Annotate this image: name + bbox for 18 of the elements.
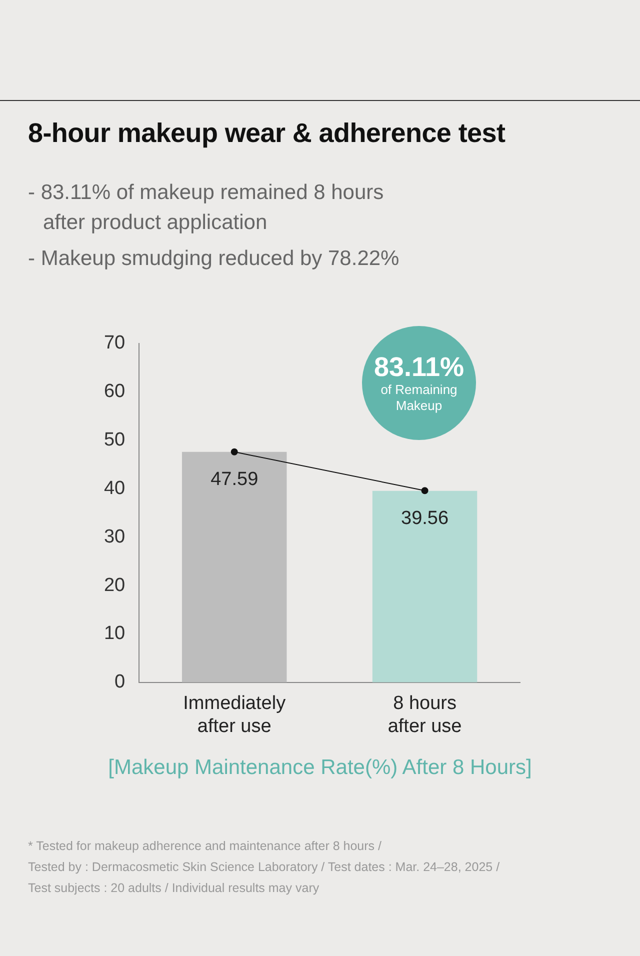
y-tick-label: 30 — [104, 526, 126, 548]
data-label: 39.56 — [401, 508, 449, 530]
y-tick-label: 20 — [104, 574, 126, 596]
y-tick-label: 10 — [104, 623, 126, 644]
y-tick-label: 40 — [104, 478, 126, 499]
circle-badge: 83.11% of Remaining Makeup — [362, 326, 476, 440]
annotation: 83.11% of Remaining Makeup — [372, 352, 466, 414]
y-tick-label: 60 — [104, 381, 126, 402]
chart-subtitle: - 83.11% of makeup remained 8 hours after product application - Makeup smudging reduced by 78.22% — [28, 180, 400, 272]
x-tick-label: 8 hours after use — [388, 693, 462, 737]
y-tick-label: 70 — [104, 332, 126, 354]
y-tick-label: 0 — [114, 672, 126, 693]
y-tick-label: 50 — [104, 429, 126, 450]
data-label: 47.59 — [210, 469, 258, 490]
x-axis-title: [Makeup Maintenance Rate(%) After 8 Hours] — [107, 756, 533, 780]
text: * Tested for makeup adherence and maintenance after 8 hours / Tested by : Dermacosmetic Skin Science Laboratory / Test dates : Mar. 24–28, 2025 / Test subjects : 20 adults / Individual results may vary — [28, 838, 500, 897]
chart-title: 8-hour makeup wear & adherence test — [28, 118, 506, 149]
x-tick-label: Immediately after use — [183, 693, 286, 737]
